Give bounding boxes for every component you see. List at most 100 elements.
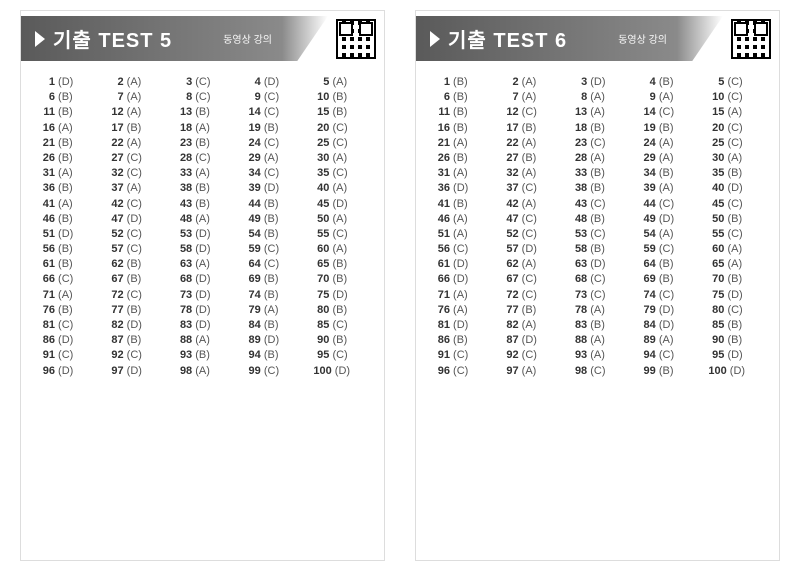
question-number: 69: [245, 273, 261, 285]
answer-cell: 27 (B): [497, 152, 562, 164]
question-number: 20: [708, 122, 724, 134]
question-number: 57: [503, 243, 519, 255]
answer-letter: (C): [724, 91, 742, 103]
question-number: 7: [108, 91, 124, 103]
answer-letter: (C): [450, 349, 468, 361]
question-number: 18: [176, 122, 192, 134]
question-number: 49: [640, 213, 656, 225]
answer-letter: (A): [192, 122, 210, 134]
answer-letter: (B): [656, 76, 674, 88]
question-number: 32: [108, 167, 124, 179]
answer-letter: (C): [450, 243, 468, 255]
question-number: 3: [176, 76, 192, 88]
answer-cell: 72 (C): [102, 289, 167, 301]
answer-letter: (B): [656, 365, 674, 377]
answer-cell: 76 (A): [428, 304, 493, 316]
question-number: 83: [176, 319, 192, 331]
answer-letter: (A): [724, 152, 742, 164]
answer-letter: (A): [587, 334, 605, 346]
answer-cell: 48 (A): [170, 213, 235, 225]
question-number: 58: [571, 243, 587, 255]
answer-cell: 38 (B): [565, 182, 630, 194]
answer-letter: (D): [724, 182, 742, 194]
question-number: 13: [176, 106, 192, 118]
answer-letter: (C): [329, 137, 347, 149]
question-number: 97: [108, 365, 124, 377]
question-number: 12: [503, 106, 519, 118]
answer-cell: 35 (B): [702, 167, 767, 179]
question-number: 45: [708, 198, 724, 210]
answer-cell: 43 (B): [170, 198, 235, 210]
question-number: 69: [640, 273, 656, 285]
answer-cell: 96 (D): [33, 365, 98, 377]
answer-cell: 91 (C): [33, 349, 98, 361]
question-number: 44: [245, 198, 261, 210]
answer-cell: 11 (B): [428, 106, 493, 118]
answer-cell: 74 (C): [634, 289, 699, 301]
answer-letter: (C): [724, 137, 742, 149]
answer-letter: (C): [55, 273, 73, 285]
answer-letter: (A): [587, 349, 605, 361]
answer-cell: 6 (B): [33, 91, 98, 103]
answer-letter: (D): [261, 334, 279, 346]
answer-letter: (A): [55, 289, 73, 301]
answer-cell: 82 (D): [102, 319, 167, 331]
answer-cell: 99 (C): [239, 365, 304, 377]
answer-letter: (C): [587, 273, 605, 285]
answer-letter: (B): [55, 213, 73, 225]
question-number: 8: [571, 91, 587, 103]
question-number: 77: [503, 304, 519, 316]
answer-letter: (D): [192, 319, 210, 331]
answer-letter: (A): [724, 243, 742, 255]
answer-letter: (C): [261, 167, 279, 179]
question-number: 23: [571, 137, 587, 149]
answer-letter: (B): [55, 258, 73, 270]
answer-letter: (D): [587, 258, 605, 270]
answer-letter: (B): [329, 106, 347, 118]
question-number: 94: [640, 349, 656, 361]
question-number: 32: [503, 167, 519, 179]
answer-letter: (B): [55, 152, 73, 164]
answer-cell: 44 (B): [239, 198, 304, 210]
answer-letter: (A): [587, 106, 605, 118]
answer-cell: 94 (B): [239, 349, 304, 361]
answer-cell: 30 (A): [307, 152, 372, 164]
answer-cell: 7 (A): [102, 91, 167, 103]
question-number: 31: [434, 167, 450, 179]
answer-letter: (A): [724, 258, 742, 270]
answer-cell: 28 (C): [170, 152, 235, 164]
question-number: 17: [503, 122, 519, 134]
answer-letter: (C): [124, 289, 142, 301]
question-number: 40: [708, 182, 724, 194]
answer-letter: (B): [329, 273, 347, 285]
answer-letter: (B): [656, 273, 674, 285]
answer-letter: (A): [261, 152, 279, 164]
answer-letter: (B): [519, 122, 537, 134]
answer-letter: (C): [587, 137, 605, 149]
answer-cell: 21 (A): [428, 137, 493, 149]
question-number: 60: [313, 243, 329, 255]
answer-cell: 64 (C): [239, 258, 304, 270]
answer-letter: (D): [587, 76, 605, 88]
answer-cell: 52 (C): [497, 228, 562, 240]
answer-letter: (B): [55, 106, 73, 118]
answer-letter: (D): [656, 319, 674, 331]
answer-letter: (B): [261, 198, 279, 210]
question-number: 95: [313, 349, 329, 361]
question-number: 15: [313, 106, 329, 118]
question-number: 81: [434, 319, 450, 331]
answer-letter: (C): [124, 349, 142, 361]
question-number: 26: [39, 152, 55, 164]
answer-cell: 93 (B): [170, 349, 235, 361]
answer-letter: (C): [261, 106, 279, 118]
answer-letter: (D): [192, 243, 210, 255]
answer-letter: (A): [55, 167, 73, 179]
answer-cell: 28 (A): [565, 152, 630, 164]
question-number: 4: [245, 76, 261, 88]
question-number: 6: [434, 91, 450, 103]
question-number: 13: [571, 106, 587, 118]
question-number: 40: [313, 182, 329, 194]
question-number: 64: [245, 258, 261, 270]
answer-cell: 10 (C): [702, 91, 767, 103]
question-number: 55: [708, 228, 724, 240]
